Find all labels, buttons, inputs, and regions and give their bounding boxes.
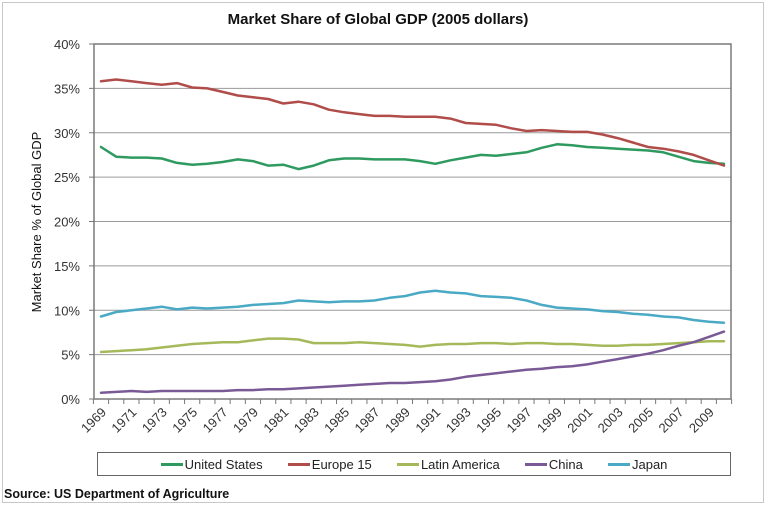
x-tick-label: 1977 bbox=[200, 405, 231, 436]
x-tick-label: 1971 bbox=[108, 405, 139, 436]
x-tick-label: 1997 bbox=[504, 405, 535, 436]
y-tick-label: 30% bbox=[54, 126, 80, 141]
x-tick-label: 1987 bbox=[352, 405, 383, 436]
y-tick-label: 20% bbox=[54, 215, 80, 230]
series-line-japan bbox=[99, 289, 726, 324]
chart-title: Market Share of Global GDP (2005 dollars… bbox=[228, 11, 529, 28]
legend-label: Japan bbox=[631, 456, 668, 472]
y-axis-title: Market Share % of Global GDP bbox=[29, 132, 44, 313]
y-tick-label: 10% bbox=[54, 303, 80, 318]
y-tick-label: 15% bbox=[54, 259, 80, 274]
legend-swatch bbox=[524, 462, 547, 466]
x-tick-label: 2009 bbox=[686, 405, 717, 436]
x-tick-label: 1985 bbox=[321, 405, 352, 436]
legend-swatch bbox=[607, 462, 630, 466]
x-tick-label: 1999 bbox=[534, 405, 565, 436]
x-tick-label: 1989 bbox=[382, 405, 413, 436]
legend-swatch bbox=[160, 462, 183, 466]
x-tick-label: 1969 bbox=[78, 405, 109, 436]
legend-swatch bbox=[287, 462, 310, 466]
x-tick-label: 1973 bbox=[139, 405, 170, 436]
series-line-europe-15 bbox=[99, 78, 726, 167]
legend-item-latin-america: Latin America bbox=[396, 456, 500, 472]
x-axis-ticks: 1969 1971 1973 1975 1977 1979 1981 1983 1985 1987… bbox=[78, 399, 733, 436]
y-tick-label: 5% bbox=[61, 348, 80, 363]
x-tick-label: 2003 bbox=[595, 405, 626, 436]
x-tick-label: 1981 bbox=[260, 405, 291, 436]
legend-item-japan: Japan bbox=[607, 456, 668, 472]
x-tick-label: 1983 bbox=[291, 405, 322, 436]
x-tick-label: 1995 bbox=[473, 405, 504, 436]
x-tick-label: 2001 bbox=[564, 405, 595, 436]
legend-item-united-states: United States bbox=[160, 456, 263, 472]
legend: United States Europe 15 Latin America China… bbox=[97, 452, 731, 476]
x-tick-label: 2007 bbox=[655, 405, 686, 436]
y-tick-label: 25% bbox=[54, 170, 80, 185]
y-axis-ticks: 0% 5% 10% 15% 20% 25% 30% 35% 40% bbox=[54, 37, 94, 407]
y-tick-label: 35% bbox=[54, 81, 80, 96]
y-tick-label: 0% bbox=[61, 392, 80, 407]
series-line-united-states bbox=[99, 143, 726, 171]
series-line-china bbox=[99, 330, 726, 395]
series-lines bbox=[99, 78, 726, 395]
series-line-latin-america bbox=[99, 337, 726, 354]
legend-swatch bbox=[396, 462, 419, 466]
legend-label: Latin America bbox=[420, 456, 500, 472]
source-note: Source: US Department of Agriculture bbox=[4, 487, 230, 501]
y-tick-label: 40% bbox=[54, 37, 80, 52]
x-tick-label: 1979 bbox=[230, 405, 261, 436]
x-tick-label: 1991 bbox=[412, 405, 443, 436]
legend-label: United States bbox=[184, 456, 263, 472]
x-tick-label: 2005 bbox=[625, 405, 656, 436]
x-tick-label: 1993 bbox=[443, 405, 474, 436]
legend-item-china: China bbox=[524, 456, 583, 472]
x-tick-label: 1975 bbox=[169, 405, 200, 436]
legend-label: Europe 15 bbox=[311, 456, 372, 472]
legend-item-europe-15: Europe 15 bbox=[287, 456, 372, 472]
legend-label: China bbox=[548, 456, 583, 472]
